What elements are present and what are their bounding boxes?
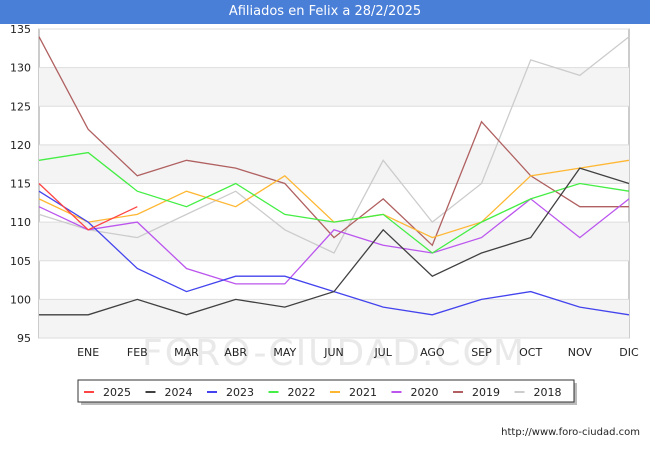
legend-label-2020: 2020 — [411, 386, 439, 399]
legend-box — [77, 379, 575, 403]
x-tick-label: OCT — [519, 346, 542, 359]
x-tick-label: MAR — [174, 346, 199, 359]
x-tick-label: NOV — [568, 346, 593, 359]
x-tick-label: ENE — [77, 346, 99, 359]
y-tick-label: 130 — [10, 62, 31, 75]
y-tick-label: 125 — [10, 100, 31, 113]
legend-label-2024: 2024 — [165, 386, 193, 399]
series-line-2022 — [38, 151, 630, 254]
x-tick-label: FEB — [127, 346, 148, 359]
x-axis-ticks: ENE FEB MAR ABR MAY JUN JUL AGO SEP OCT NOV DIC — [77, 346, 639, 359]
x-tick-label: ABR — [224, 346, 247, 359]
x-tick-label: JUN — [323, 346, 344, 359]
title-bar — [0, 0, 650, 24]
series-line-2025 — [38, 183, 138, 231]
plot-band — [39, 67, 629, 107]
y-tick-label: 115 — [10, 178, 31, 191]
plot-band — [39, 299, 629, 338]
y-tick-label: 95 — [17, 332, 31, 345]
x-tick-label: SEP — [471, 346, 492, 359]
legend-label-2019: 2019 — [472, 386, 500, 399]
legend-label-2023: 2023 — [226, 386, 254, 399]
chart-title: Afiliados en Felix a 28/2/2025 — [228, 4, 422, 19]
watermark-text: FORO-CIUDAD.COM — [142, 333, 526, 374]
y-tick-label: 135 — [10, 23, 31, 36]
legend-label-2021: 2021 — [349, 386, 377, 399]
y-tick-label: 120 — [10, 139, 31, 152]
plot-band — [39, 222, 629, 261]
legend: 2025 2024 2023 2022 2021 2020 2019 2018 — [77, 379, 577, 405]
plot-bands — [39, 67, 629, 338]
footer-url[interactable]: http://www.foro-ciudad.com — [501, 427, 640, 438]
series-line-2018 — [38, 36, 630, 254]
x-tick-label: JUL — [373, 346, 392, 359]
y-tick-label: 110 — [10, 216, 31, 229]
legend-items: 2025 2024 2023 2022 2021 2020 2019 2018 — [84, 386, 562, 399]
legend-label-2022: 2022 — [288, 386, 316, 399]
legend-label-2025: 2025 — [103, 386, 131, 399]
x-tick-label: AGO — [420, 346, 445, 359]
y-tick-label: 100 — [10, 293, 31, 306]
y-axis-ticks: 95 100 105 110 115 120 125 130 135 — [10, 23, 31, 345]
y-tick-label: 105 — [10, 255, 31, 268]
x-tick-label: DIC — [619, 346, 639, 359]
plot-band — [39, 144, 629, 184]
series-line-2024 — [39, 167, 630, 316]
legend-label-2018: 2018 — [534, 386, 562, 399]
series-lines — [38, 36, 630, 316]
x-tick-label: MAY — [273, 346, 296, 359]
